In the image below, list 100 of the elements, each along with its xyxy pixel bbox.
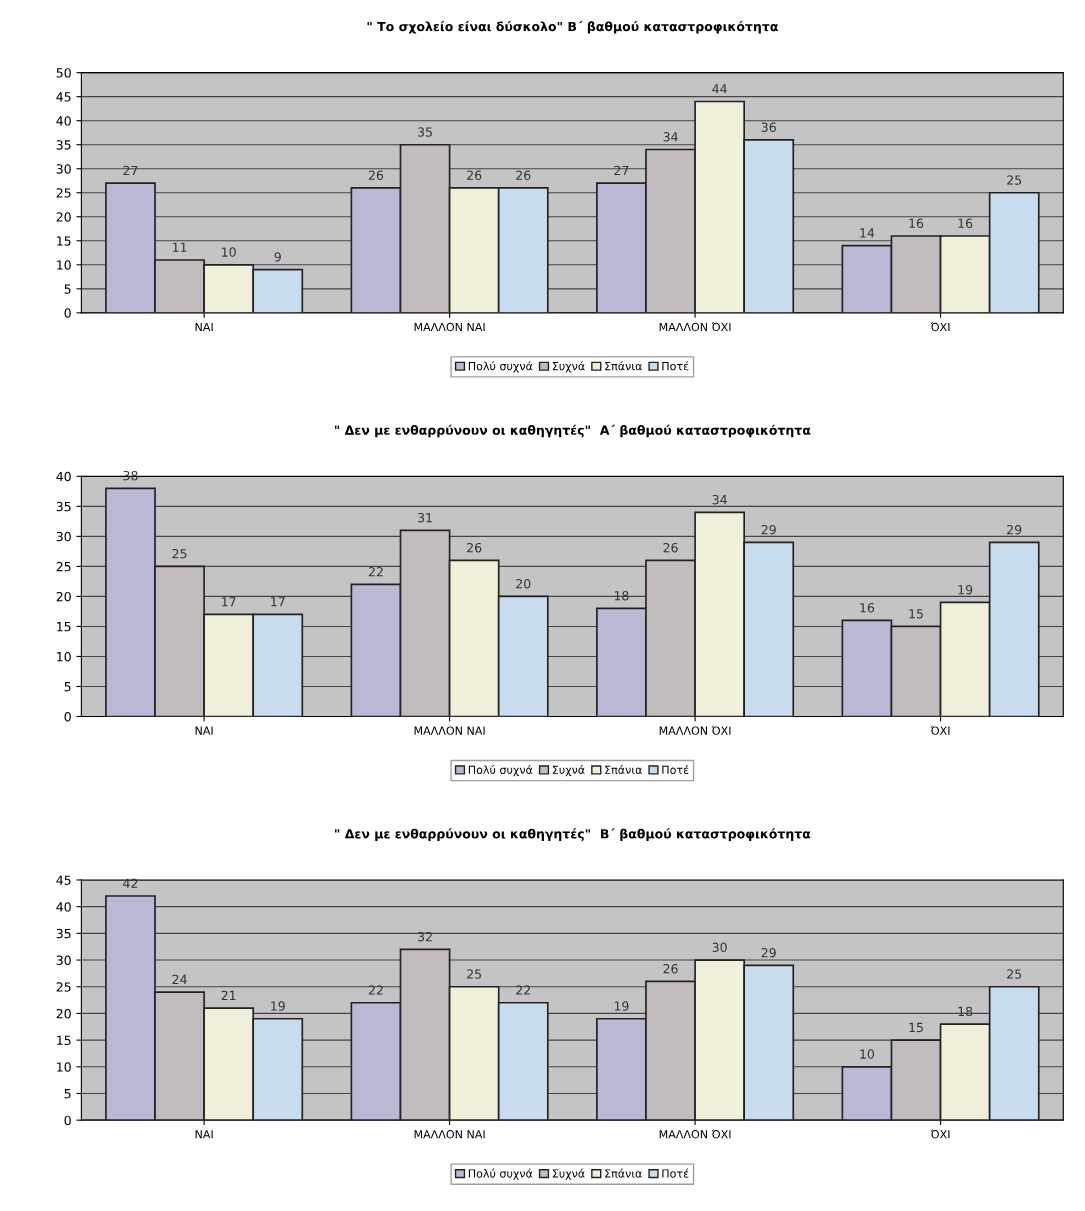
y-tick-label: 0 [64, 1115, 71, 1126]
y-tick-label: 40 [56, 902, 71, 912]
data-label: 25 [1007, 969, 1022, 979]
data-label: 11 [172, 242, 187, 252]
y-tick-label: 50 [56, 68, 71, 78]
x-tick-label: ΝΑΙ [195, 726, 213, 735]
x-tick-label: ΜΑΛΛΟΝ ΝΑΙ [414, 726, 485, 735]
legend-label: Σπάνια [605, 1168, 642, 1178]
data-label: 25 [1007, 175, 1022, 185]
data-label: 19 [614, 1001, 629, 1011]
data-label: 35 [418, 127, 432, 137]
y-tick-label: 10 [57, 651, 71, 662]
y-tick-label: 20 [56, 212, 71, 222]
data-label: 29 [1007, 524, 1022, 535]
data-label: 24 [172, 974, 187, 984]
y-tick-label: 10 [57, 260, 71, 270]
y-tick-label: 30 [56, 164, 71, 174]
x-tick-label: ΝΑΙ [195, 1130, 213, 1139]
y-tick-label: 15 [57, 236, 71, 246]
chart-title: " Το σχολείο είναι δύσκολο" Β΄ βαθμού καταστροφικότητα [367, 21, 778, 34]
y-tick-label: 15 [57, 1035, 71, 1046]
data-label: 17 [222, 597, 236, 607]
data-label: 26 [663, 963, 678, 974]
data-label: 22 [368, 985, 383, 995]
x-tick-label: ΜΑΛΛΟΝ ΝΑΙ [414, 322, 485, 332]
data-label: 34 [712, 494, 727, 505]
x-tick-label: ΌΧΙ [930, 725, 950, 735]
legend-label: Σπάνια [605, 764, 642, 775]
y-tick-label: 5 [64, 682, 71, 692]
data-label: 19 [958, 584, 973, 595]
y-tick-label: 40 [56, 471, 71, 482]
legend-label: Ποτέ [662, 764, 689, 774]
y-tick-label: 40 [56, 116, 71, 126]
x-tick-label: ΝΑΙ [195, 322, 213, 332]
data-label: 26 [516, 170, 531, 180]
y-tick-label: 10 [57, 1062, 71, 1072]
data-label: 10 [222, 247, 236, 257]
data-label: 32 [418, 931, 432, 942]
legend-label: Συχνά [552, 764, 585, 777]
legend-label: Ποτέ [662, 361, 689, 371]
y-tick-label: 25 [56, 561, 71, 572]
y-tick-label: 35 [56, 140, 71, 150]
data-label: 29 [761, 947, 776, 958]
y-tick-label: 25 [56, 982, 71, 992]
data-label: 26 [467, 542, 482, 553]
data-label: 15 [909, 1022, 923, 1033]
y-tick-label: 25 [56, 188, 71, 198]
y-tick-label: 5 [64, 284, 71, 294]
data-label: 44 [712, 84, 727, 94]
data-label: 9 [274, 252, 281, 262]
legend-label: Πολύ συχνά [468, 361, 533, 373]
data-label: 20 [516, 578, 531, 589]
legend-label: Πολύ συχνά [468, 1168, 533, 1180]
x-tick-label: ΜΑΛΛΟΝ ΌΧΙ [659, 1129, 731, 1139]
y-tick-label: 30 [56, 955, 71, 965]
y-tick-label: 35 [56, 928, 71, 939]
data-label: 29 [761, 524, 776, 535]
x-tick-label: ΌΧΙ [930, 1129, 950, 1139]
data-label: 15 [909, 609, 923, 619]
y-tick-label: 15 [57, 622, 71, 632]
data-label: 25 [467, 969, 482, 979]
legend-label: Πολύ συχνά [468, 764, 533, 777]
data-label: 25 [172, 548, 187, 559]
data-label: 21 [221, 990, 236, 1000]
data-label: 19 [271, 1001, 285, 1011]
data-label: 26 [467, 170, 482, 180]
legend-label: Συχνά [552, 1168, 585, 1180]
y-tick-label: 45 [56, 875, 71, 885]
x-tick-label: ΌΧΙ [930, 322, 950, 332]
data-label: 16 [909, 218, 924, 229]
y-tick-label: 20 [56, 591, 71, 602]
y-tick-label: 35 [56, 501, 71, 512]
data-label: 16 [958, 218, 973, 229]
data-label: 34 [663, 132, 678, 142]
y-tick-label: 0 [64, 711, 71, 722]
chart-title: " Δεν με ενθαρρύνουν οι καθηγητές" Α΄ βαθμού καταστροφικότητα [334, 424, 811, 438]
x-tick-label: ΜΑΛΛΟΝ ΌΧΙ [659, 725, 731, 735]
data-label: 31 [418, 512, 432, 523]
data-label: 36 [761, 122, 776, 132]
data-label: 26 [368, 170, 384, 180]
chart-title: " Δεν με ενθαρρύνουν οι καθηγητές" Β΄ βαθμού καταστροφικότητα [335, 828, 811, 841]
data-label: 16 [860, 603, 875, 613]
x-tick-label: ΜΑΛΛΟΝ ΝΑΙ [414, 1130, 485, 1139]
y-tick-label: 20 [56, 1008, 71, 1019]
y-tick-label: 45 [56, 92, 71, 102]
data-label: 17 [271, 597, 285, 607]
y-tick-label: 30 [56, 531, 71, 542]
legend-label: Συχνά [552, 361, 585, 373]
legend-label: Σπάνια [605, 361, 642, 371]
data-label: 22 [516, 985, 530, 995]
data-label: 10 [860, 1049, 875, 1059]
data-label: 42 [123, 878, 138, 888]
data-label: 30 [712, 942, 727, 953]
data-label: 14 [860, 228, 875, 238]
legend-label: Ποτέ [662, 1168, 689, 1178]
data-label: 22 [368, 566, 383, 577]
data-label: 26 [663, 542, 678, 553]
y-tick-label: 5 [64, 1089, 71, 1099]
x-tick-label: ΜΑΛΛΟΝ ΌΧΙ [659, 322, 731, 332]
y-tick-label: 0 [64, 308, 71, 318]
